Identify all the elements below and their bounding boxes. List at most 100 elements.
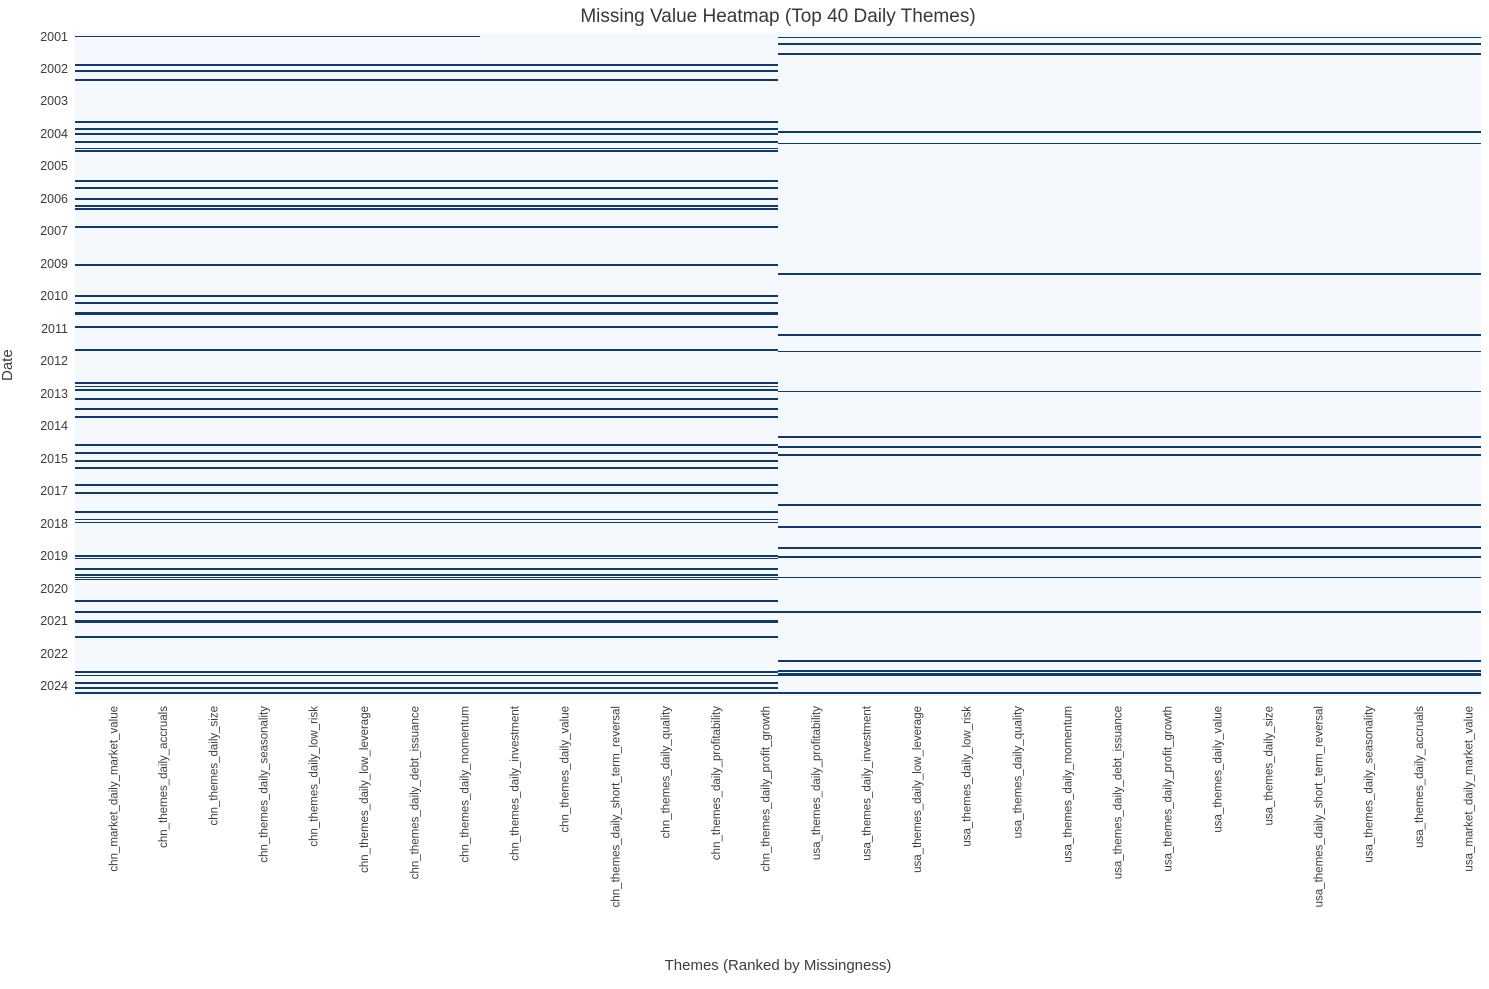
missing-row-line <box>75 150 778 152</box>
missing-row-line <box>75 444 778 446</box>
y-tick-label: 2006 <box>40 191 68 206</box>
x-tick-label: chn_market_daily_market_value <box>108 706 121 872</box>
missing-row-line <box>75 576 1481 579</box>
missing-row-line <box>75 349 778 351</box>
y-tick-label: 2014 <box>40 419 68 434</box>
y-tick-label: 2012 <box>40 354 68 369</box>
missing-row-line <box>75 295 778 297</box>
missing-row-line <box>75 385 778 388</box>
x-tick-label: usa_themes_daily_low_leverage <box>911 706 924 873</box>
x-tick-label: usa_market_daily_market_value <box>1463 706 1476 872</box>
x-axis-label: Themes (Ranked by Missingness) <box>664 957 892 974</box>
missing-row-line <box>778 556 1481 558</box>
x-tick-label: usa_themes_daily_low_risk <box>961 706 974 847</box>
missing-row-line <box>75 636 778 638</box>
missing-row-line <box>75 573 130 577</box>
missing-row-line <box>778 526 1481 528</box>
y-tick-label: 2013 <box>40 386 68 401</box>
missing-row-line <box>778 142 1481 145</box>
missing-row-line <box>75 568 778 570</box>
missing-row-line <box>75 208 778 210</box>
y-tick-label: 2019 <box>40 549 68 564</box>
missing-row-line <box>75 180 778 182</box>
missing-row-line <box>75 687 778 689</box>
missing-row-line <box>75 64 778 66</box>
missing-row-line <box>75 682 778 684</box>
missing-row-line <box>778 454 1481 456</box>
missing-row-line <box>75 187 778 189</box>
missing-row-line <box>75 121 778 123</box>
x-tick-label: usa_themes_daily_profit_growth <box>1162 706 1175 872</box>
y-tick-label: 2011 <box>41 321 68 336</box>
missing-row-line <box>778 670 1481 672</box>
missing-row-line <box>778 446 1481 448</box>
missing-row-line <box>75 205 778 207</box>
x-tick-label: chn_themes_daily_profitability <box>710 706 723 861</box>
x-tick-label: chn_themes_daily_momentum <box>459 706 472 863</box>
missing-row-line <box>75 555 778 557</box>
missing-row-line <box>778 52 1481 56</box>
missing-row-line <box>778 673 1481 676</box>
missing-row-line <box>75 574 778 576</box>
missing-row-line <box>778 130 1481 134</box>
x-tick-label: chn_themes_daily_short_term_reversal <box>610 706 623 908</box>
x-tick-label: chn_themes_daily_low_leverage <box>359 706 372 873</box>
x-tick-label: chn_themes_daily_investment <box>509 706 522 861</box>
missing-row-line <box>75 692 1481 694</box>
x-tick-label: usa_themes_daily_quality <box>1011 706 1024 839</box>
x-tick-label: usa_themes_daily_size <box>1263 706 1276 826</box>
y-tick-label: 2004 <box>40 126 68 141</box>
missing-row-line <box>75 141 778 143</box>
missing-row-line <box>75 674 778 677</box>
x-tick-label: chn_themes_daily_profit_growth <box>760 706 773 872</box>
y-tick-label: 2018 <box>40 516 68 531</box>
missing-row-line <box>75 147 778 150</box>
x-tick-label: usa_themes_daily_seasonality <box>1363 706 1376 863</box>
x-tick-label: usa_themes_daily_value <box>1212 706 1225 833</box>
missing-row-line <box>778 436 1481 438</box>
x-tick-label: usa_themes_daily_profitability <box>811 706 824 861</box>
y-tick-label: 2001 <box>40 29 68 44</box>
missing-row-line <box>75 408 778 410</box>
missing-row-line <box>75 35 480 38</box>
missing-row-line <box>75 311 778 315</box>
x-tick-label: chn_themes_daily_debt_issuance <box>409 706 422 880</box>
y-tick-label: 2005 <box>40 159 68 174</box>
x-tick-label: chn_themes_daily_low_risk <box>308 706 321 847</box>
chart-title: Missing Value Heatmap (Top 40 Daily Them… <box>580 6 976 27</box>
missing-row-line <box>778 390 1481 393</box>
missing-row-line <box>75 492 778 494</box>
y-tick-label: 2015 <box>40 451 68 466</box>
y-tick-label: 2021 <box>40 614 68 629</box>
missing-row-line <box>75 79 778 81</box>
missing-row-line <box>75 70 778 72</box>
missing-row-line <box>75 518 778 521</box>
x-tick-label: usa_themes_daily_investment <box>861 706 874 861</box>
missing-row-line <box>75 226 778 228</box>
missing-row-line <box>75 484 778 486</box>
missing-row-line <box>778 504 1481 506</box>
missing-row-line <box>75 671 778 673</box>
missing-row-line <box>778 273 1481 275</box>
missing-row-line <box>75 128 778 130</box>
y-tick-label: 2009 <box>40 256 68 271</box>
y-tick-label: 2017 <box>40 484 68 499</box>
missing-row-line <box>75 521 778 524</box>
missing-row-line <box>75 326 778 328</box>
y-tick-label: 2007 <box>40 224 68 239</box>
missing-row-line <box>75 460 778 462</box>
missing-row-line <box>75 452 778 454</box>
missing-row-line <box>75 619 778 623</box>
missing-row-line <box>75 467 778 469</box>
y-tick-label: 2003 <box>40 94 68 109</box>
y-tick-label: 2010 <box>40 289 68 304</box>
y-tick-label: 2022 <box>40 646 68 661</box>
missing-row-line <box>75 198 778 200</box>
missing-row-line <box>778 660 1481 662</box>
missing-row-line <box>778 547 1481 549</box>
x-tick-label: chn_themes_daily_quality <box>660 706 673 839</box>
missing-row-line <box>778 350 1481 353</box>
x-tick-label: usa_themes_daily_momentum <box>1062 706 1075 863</box>
heatmap-plot-area <box>75 33 1481 696</box>
